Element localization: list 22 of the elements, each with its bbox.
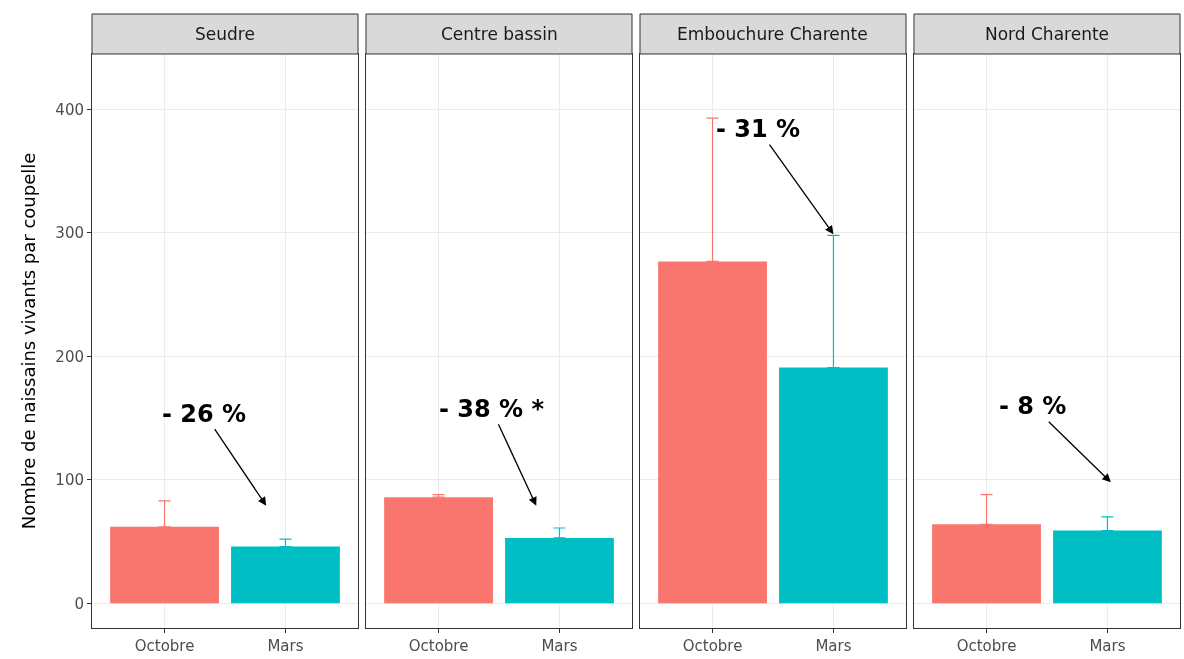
x-tick-label: Mars: [541, 637, 578, 655]
x-tick-label: Octobre: [682, 637, 743, 655]
annotation: - 8 %: [999, 392, 1067, 420]
y-tick-label: 400: [55, 100, 84, 119]
y-axis-title: Nombre de naissains vivants par coupelle: [17, 152, 39, 530]
x-tick-label: Octobre: [956, 637, 1017, 655]
chart-title: Seudre: [195, 24, 255, 44]
chart-title: Embouchure Charente: [677, 24, 868, 44]
annotation: - 26 %: [162, 400, 247, 428]
x-tick-label: Octobre: [134, 637, 195, 655]
x-tick-label: Mars: [267, 637, 304, 655]
y-tick-label: 100: [55, 471, 84, 490]
annotation: - 31 %: [716, 115, 801, 143]
y-tick-label: 0: [74, 594, 84, 613]
y-tick-label: 300: [55, 224, 84, 243]
y-tick-label: 200: [55, 347, 84, 366]
x-tick-label: Mars: [815, 637, 852, 655]
annotation: - 38 % *: [439, 395, 545, 423]
chart-title: Nord Charente: [985, 24, 1110, 44]
x-tick-label: Octobre: [408, 637, 469, 655]
x-tick-label: Mars: [1089, 637, 1126, 655]
chart-title: Centre bassin: [441, 24, 558, 44]
